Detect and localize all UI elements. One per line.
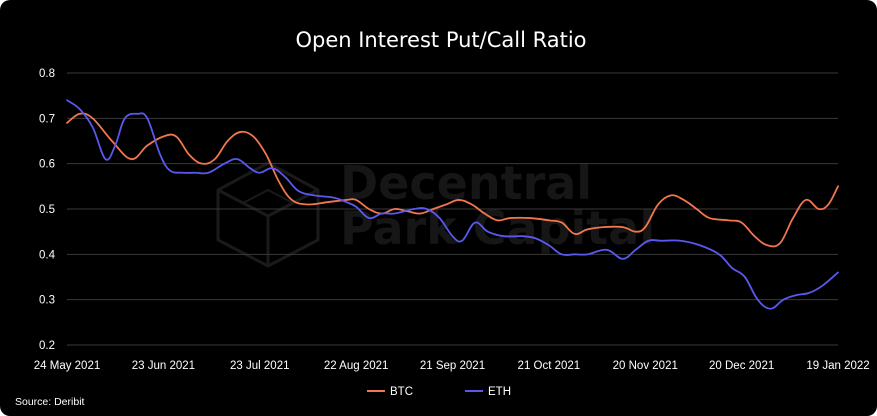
- chart-title: Open Interest Put/Call Ratio: [295, 28, 586, 52]
- y-axis: 0.2 0.3 0.4 0.5 0.6 0.7 0.8: [39, 68, 56, 352]
- legend-btc-label: BTC: [390, 386, 413, 398]
- legend-item-btc: BTC: [367, 386, 413, 398]
- x-tick-label: 21 Sep 2021: [420, 360, 485, 372]
- y-tick-label: 0.6: [39, 159, 55, 171]
- legend: BTC ETH: [367, 386, 511, 398]
- y-tick-label: 0.5: [39, 204, 55, 216]
- y-tick-label: 0.4: [39, 249, 56, 261]
- x-tick-label: 20 Nov 2021: [613, 360, 678, 372]
- x-tick-label: 21 Oct 2021: [518, 360, 581, 372]
- x-tick-label: 23 Jul 2021: [230, 360, 289, 372]
- eth-series-line: [66, 99, 839, 310]
- btc-series-line: [66, 112, 839, 248]
- gridlines: [67, 72, 838, 346]
- x-tick-label: 19 Jan 2022: [806, 360, 869, 372]
- x-tick-label: 24 May 2021: [34, 360, 101, 372]
- x-tick-label: 22 Aug 2021: [324, 360, 389, 372]
- legend-eth-label: ETH: [488, 386, 511, 398]
- x-axis: 24 May 2021 23 Jun 2021 23 Jul 2021 22 Aug …: [34, 360, 870, 372]
- x-tick-label: 23 Jun 2021: [132, 360, 195, 372]
- x-tick-label: 20 Dec 2021: [709, 360, 774, 372]
- y-tick-label: 0.2: [39, 340, 55, 352]
- series-lines: [66, 99, 839, 310]
- legend-item-eth: ETH: [465, 386, 511, 398]
- source-note: Source: Deribit: [15, 396, 85, 408]
- y-tick-label: 0.3: [39, 295, 55, 307]
- y-tick-label: 0.8: [39, 68, 55, 80]
- y-tick-label: 0.7: [39, 113, 55, 125]
- watermark: Decentral Park Capital: [216, 156, 655, 268]
- cube-logo-icon: [216, 161, 320, 268]
